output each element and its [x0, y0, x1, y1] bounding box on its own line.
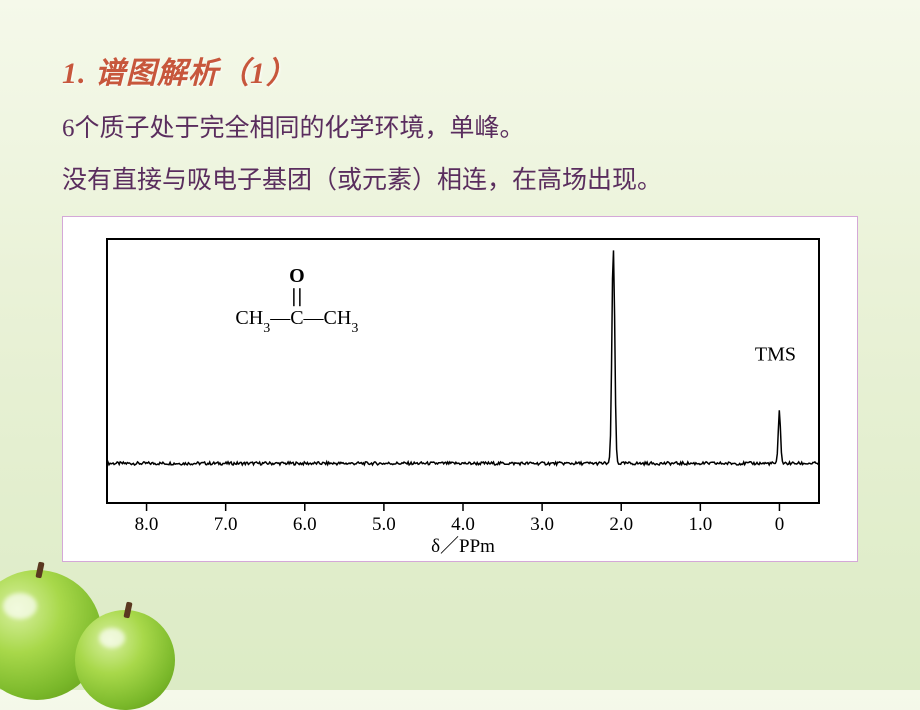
- slide-title: 1. 谱图解析（1）: [62, 48, 297, 92]
- svg-text:5.0: 5.0: [372, 514, 396, 535]
- svg-text:1.0: 1.0: [688, 514, 712, 535]
- nmr-spectrum-svg: 8.0 7.0 6.0 5.0 4.0 3.0 2.0 1.0 0 δ／PPm TMS O CH3—C—…: [63, 217, 859, 563]
- svg-text:8.0: 8.0: [135, 514, 159, 535]
- svg-text:6.0: 6.0: [293, 514, 317, 535]
- svg-text:TMS: TMS: [755, 343, 796, 365]
- decorative-apple-2: [75, 610, 175, 710]
- svg-text:CH3—C—CH3: CH3—C—CH3: [235, 307, 358, 336]
- svg-text:δ／PPm: δ／PPm: [431, 535, 495, 557]
- body-line-1: 6个质子处于完全相同的化学环境，单峰。: [62, 108, 525, 144]
- svg-text:7.0: 7.0: [214, 514, 238, 535]
- svg-text:3.0: 3.0: [530, 514, 554, 535]
- nmr-spectrum-chart: 8.0 7.0 6.0 5.0 4.0 3.0 2.0 1.0 0 δ／PPm TMS O CH3—C—…: [62, 216, 858, 562]
- svg-text:2.0: 2.0: [609, 514, 633, 535]
- svg-text:4.0: 4.0: [451, 514, 475, 535]
- svg-text:0: 0: [775, 514, 785, 535]
- body-line-2: 没有直接与吸电子基团（或元素）相连，在高场出现。: [62, 160, 662, 196]
- svg-text:O: O: [289, 265, 305, 287]
